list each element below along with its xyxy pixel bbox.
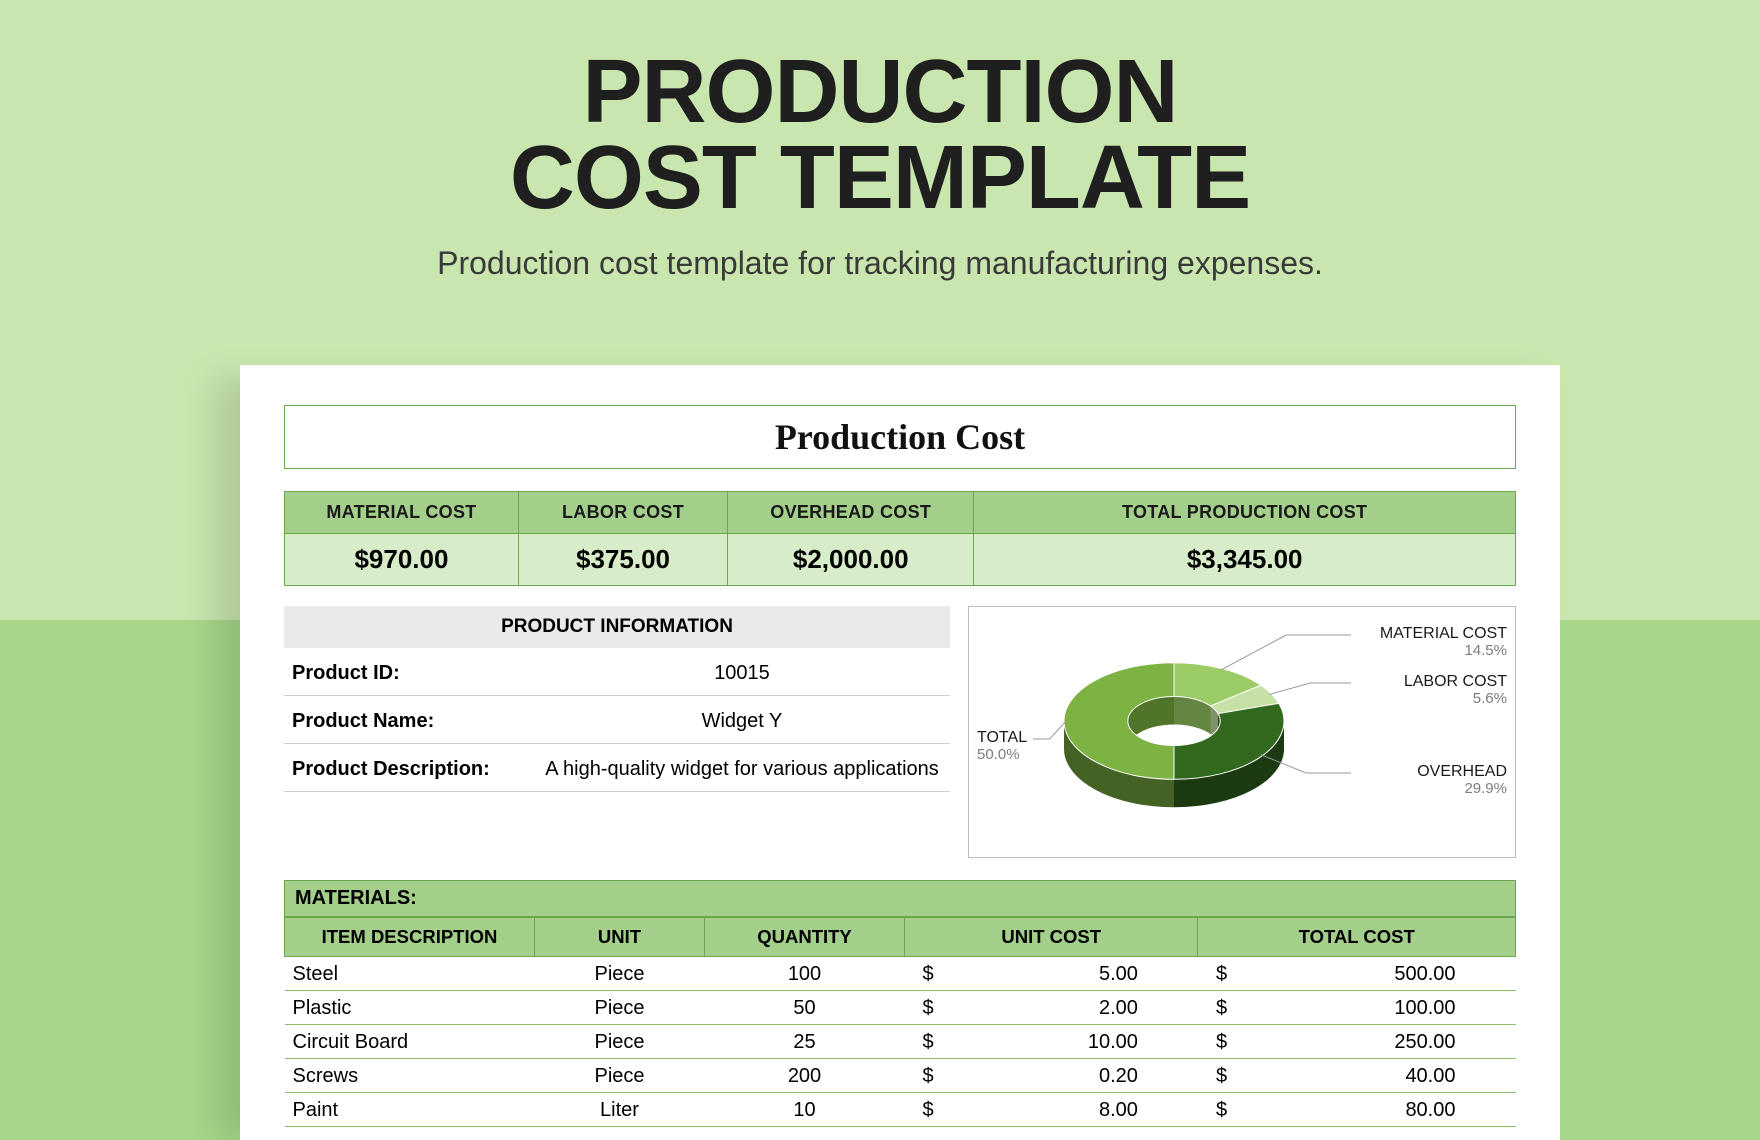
- materials-cell-currency: $: [1198, 991, 1235, 1025]
- materials-cell-unit: Piece: [535, 1059, 705, 1093]
- chart-slice-label: MATERIAL COST14.5%: [1380, 625, 1507, 659]
- spreadsheet-page: Production Cost MATERIAL COST LABOR COST…: [240, 365, 1560, 1140]
- materials-cell-currency: $: [1198, 957, 1235, 991]
- materials-cell-currency: $: [905, 1059, 942, 1093]
- materials-cell-desc: Paint: [285, 1093, 535, 1127]
- materials-cell-unitcost: 5.00: [942, 957, 1198, 991]
- summary-value-row: $970.00 $375.00 $2,000.00 $3,345.00: [285, 534, 1516, 586]
- materials-cell-currency: $: [905, 991, 942, 1025]
- summary-value: $3,345.00: [974, 534, 1516, 586]
- product-info-row: Product ID: 10015: [284, 648, 950, 696]
- materials-cell-currency: $: [1198, 1025, 1235, 1059]
- materials-cell-desc: Circuit Board: [285, 1025, 535, 1059]
- materials-cell-total: 100.00: [1235, 991, 1515, 1025]
- summary-table: MATERIAL COST LABOR COST OVERHEAD COST T…: [284, 491, 1516, 586]
- materials-cell-total: 500.00: [1235, 957, 1515, 991]
- materials-col-header: ITEM DESCRIPTION: [285, 918, 535, 957]
- summary-header: OVERHEAD COST: [728, 492, 974, 534]
- materials-cell-currency: $: [1198, 1059, 1235, 1093]
- materials-cell-unit: Liter: [535, 1093, 705, 1127]
- materials-col-header: UNIT: [535, 918, 705, 957]
- summary-header: TOTAL PRODUCTION COST: [974, 492, 1516, 534]
- hero: PRODUCTION COST TEMPLATE Production cost…: [0, 50, 1760, 282]
- summary-header: LABOR COST: [518, 492, 727, 534]
- hero-title: PRODUCTION COST TEMPLATE: [0, 50, 1760, 221]
- materials-cell-unitcost: 10.00: [942, 1025, 1198, 1059]
- materials-cell-unit: Piece: [535, 957, 705, 991]
- materials-cell-desc: Screws: [285, 1059, 535, 1093]
- materials-col-header: TOTAL COST: [1198, 918, 1516, 957]
- materials-cell-qty: 100: [705, 957, 905, 991]
- middle-row: PRODUCT INFORMATION Product ID: 10015 Pr…: [284, 606, 1516, 858]
- chart-slice-label: OVERHEAD29.9%: [1417, 763, 1507, 797]
- materials-cell-qty: 25: [705, 1025, 905, 1059]
- materials-cell-unitcost: 2.00: [942, 991, 1198, 1025]
- summary-value: $375.00: [518, 534, 727, 586]
- materials-cell-unitcost: 8.00: [942, 1093, 1198, 1127]
- materials-cell-qty: 10: [705, 1093, 905, 1127]
- materials-cell-qty: 50: [705, 991, 905, 1025]
- materials-cell-currency: $: [905, 957, 942, 991]
- materials-cell-currency: $: [905, 1025, 942, 1059]
- hero-subtitle: Production cost template for tracking ma…: [0, 245, 1760, 282]
- summary-header: MATERIAL COST: [285, 492, 519, 534]
- materials-cell-total: 80.00: [1235, 1093, 1515, 1127]
- product-info-label: Product Description:: [292, 758, 542, 781]
- summary-header-row: MATERIAL COST LABOR COST OVERHEAD COST T…: [285, 492, 1516, 534]
- product-info-value: 10015: [542, 662, 942, 685]
- materials-cell-unit: Piece: [535, 991, 705, 1025]
- materials-cell-currency: $: [905, 1093, 942, 1127]
- chart-slice-label: LABOR COST5.6%: [1404, 673, 1507, 707]
- materials-header-row: ITEM DESCRIPTION UNIT QUANTITY UNIT COST…: [285, 918, 1516, 957]
- materials-cell-total: 40.00: [1235, 1059, 1515, 1093]
- materials-row: SteelPiece100$5.00$500.00: [285, 957, 1516, 991]
- materials-col-header: UNIT COST: [905, 918, 1198, 957]
- sheet-title: Production Cost: [284, 405, 1516, 469]
- materials-cell-desc: Steel: [285, 957, 535, 991]
- product-info-header: PRODUCT INFORMATION: [284, 606, 950, 648]
- materials-table: ITEM DESCRIPTION UNIT QUANTITY UNIT COST…: [284, 917, 1516, 1127]
- materials-cell-total: 250.00: [1235, 1025, 1515, 1059]
- materials-row: PaintLiter10$8.00$80.00: [285, 1093, 1516, 1127]
- materials-col-header: QUANTITY: [705, 918, 905, 957]
- summary-value: $970.00: [285, 534, 519, 586]
- materials-cell-qty: 200: [705, 1059, 905, 1093]
- materials-section-label: MATERIALS:: [284, 880, 1516, 917]
- product-info-value: Widget Y: [542, 710, 942, 733]
- cost-breakdown-chart: MATERIAL COST14.5% LABOR COST5.6% OVERHEAD…: [968, 606, 1516, 858]
- product-info-row: Product Name: Widget Y: [284, 696, 950, 744]
- materials-cell-unitcost: 0.20: [942, 1059, 1198, 1093]
- product-info: PRODUCT INFORMATION Product ID: 10015 Pr…: [284, 606, 950, 858]
- product-info-value: A high-quality widget for various applic…: [542, 758, 942, 781]
- summary-value: $2,000.00: [728, 534, 974, 586]
- materials-row: PlasticPiece50$2.00$100.00: [285, 991, 1516, 1025]
- product-info-label: Product ID:: [292, 662, 542, 685]
- product-info-label: Product Name:: [292, 710, 542, 733]
- materials-row: Circuit BoardPiece25$10.00$250.00: [285, 1025, 1516, 1059]
- materials-row: ScrewsPiece200$0.20$40.00: [285, 1059, 1516, 1093]
- materials-cell-unit: Piece: [535, 1025, 705, 1059]
- product-info-row: Product Description: A high-quality widg…: [284, 744, 950, 792]
- materials-cell-currency: $: [1198, 1093, 1235, 1127]
- hero-title-line2: COST TEMPLATE: [510, 128, 1250, 228]
- materials-cell-desc: Plastic: [285, 991, 535, 1025]
- chart-slice-label: TOTAL50.0%: [977, 729, 1027, 763]
